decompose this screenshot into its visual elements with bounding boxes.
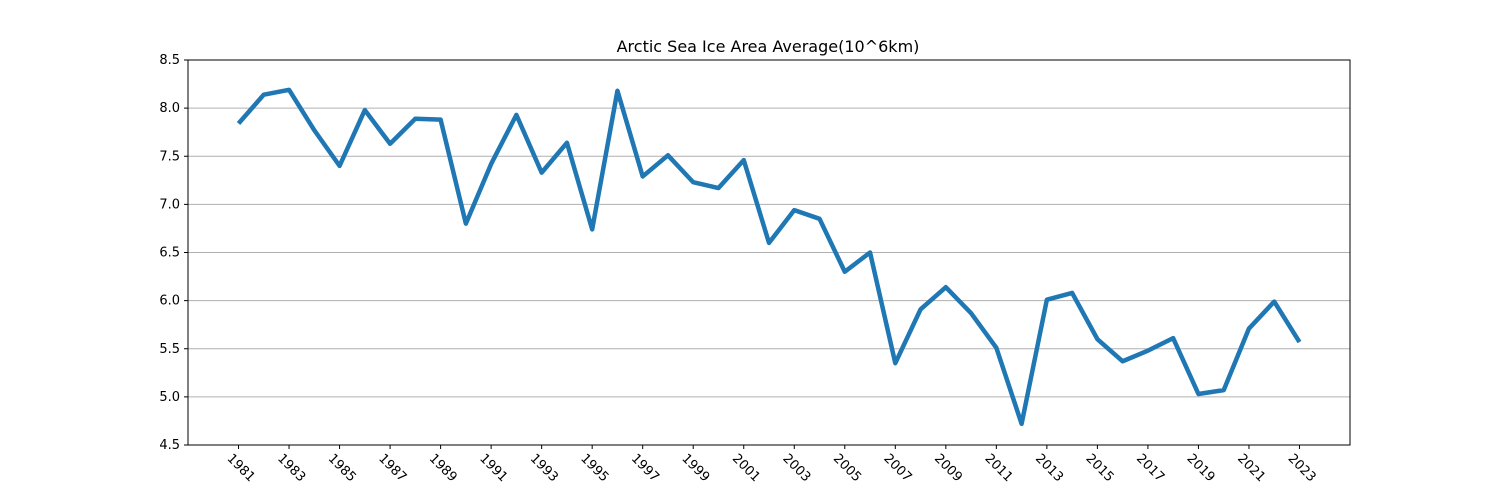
y-tick-label: 5.5 [159,342,180,357]
y-tick-label: 5.0 [159,390,180,405]
y-tick-label: 7.0 [159,197,180,212]
x-tick-label: 2007 [880,451,914,485]
x-tick-label: 1985 [325,451,359,485]
y-tick-label: 7.5 [159,149,180,164]
x-tick-label: 2019 [1184,451,1218,485]
x-axis: 1981 1983 1985 1987 1989 1991 1993 1995 1997 1999… [224,445,1319,485]
x-tick-label: 1991 [476,451,510,485]
x-tick-label: 1987 [375,451,409,485]
x-tick-label: 2021 [1234,451,1268,485]
series-line [236,87,1302,427]
y-tick-label: 8.0 [159,101,180,116]
x-tick-label: 2023 [1285,451,1319,485]
y-tick-label: 4.5 [159,438,180,453]
x-tick-label: 2005 [830,451,864,485]
chart-title: Arctic Sea Ice Area Average(10^6km) [617,37,920,56]
x-tick-label: 2013 [1032,451,1066,485]
x-tick-label: 1997 [628,451,662,485]
x-tick-label: 2009 [931,451,965,485]
x-tick-label: 1999 [678,451,712,485]
x-tick-label: 2011 [982,451,1016,485]
y-tick-label: 6.5 [159,246,180,261]
y-tick-label: 6.0 [159,294,180,309]
x-tick-label: 2017 [1133,451,1167,485]
x-tick-label: 1995 [577,451,611,485]
x-tick-label: 1981 [224,451,258,485]
x-tick-label: 2015 [1083,451,1117,485]
x-tick-label: 1993 [527,451,561,485]
x-tick-label: 2003 [779,451,813,485]
x-tick-label: 2001 [729,451,763,485]
x-tick-label: 1983 [274,451,308,485]
series-layer [236,87,1302,427]
x-tick-label: 1989 [426,451,460,485]
y-tick-label: 8.5 [159,53,180,68]
y-axis: 4.5 5.0 5.5 6.0 6.5 7.0 7.5 8.0 8.5 [159,53,188,453]
